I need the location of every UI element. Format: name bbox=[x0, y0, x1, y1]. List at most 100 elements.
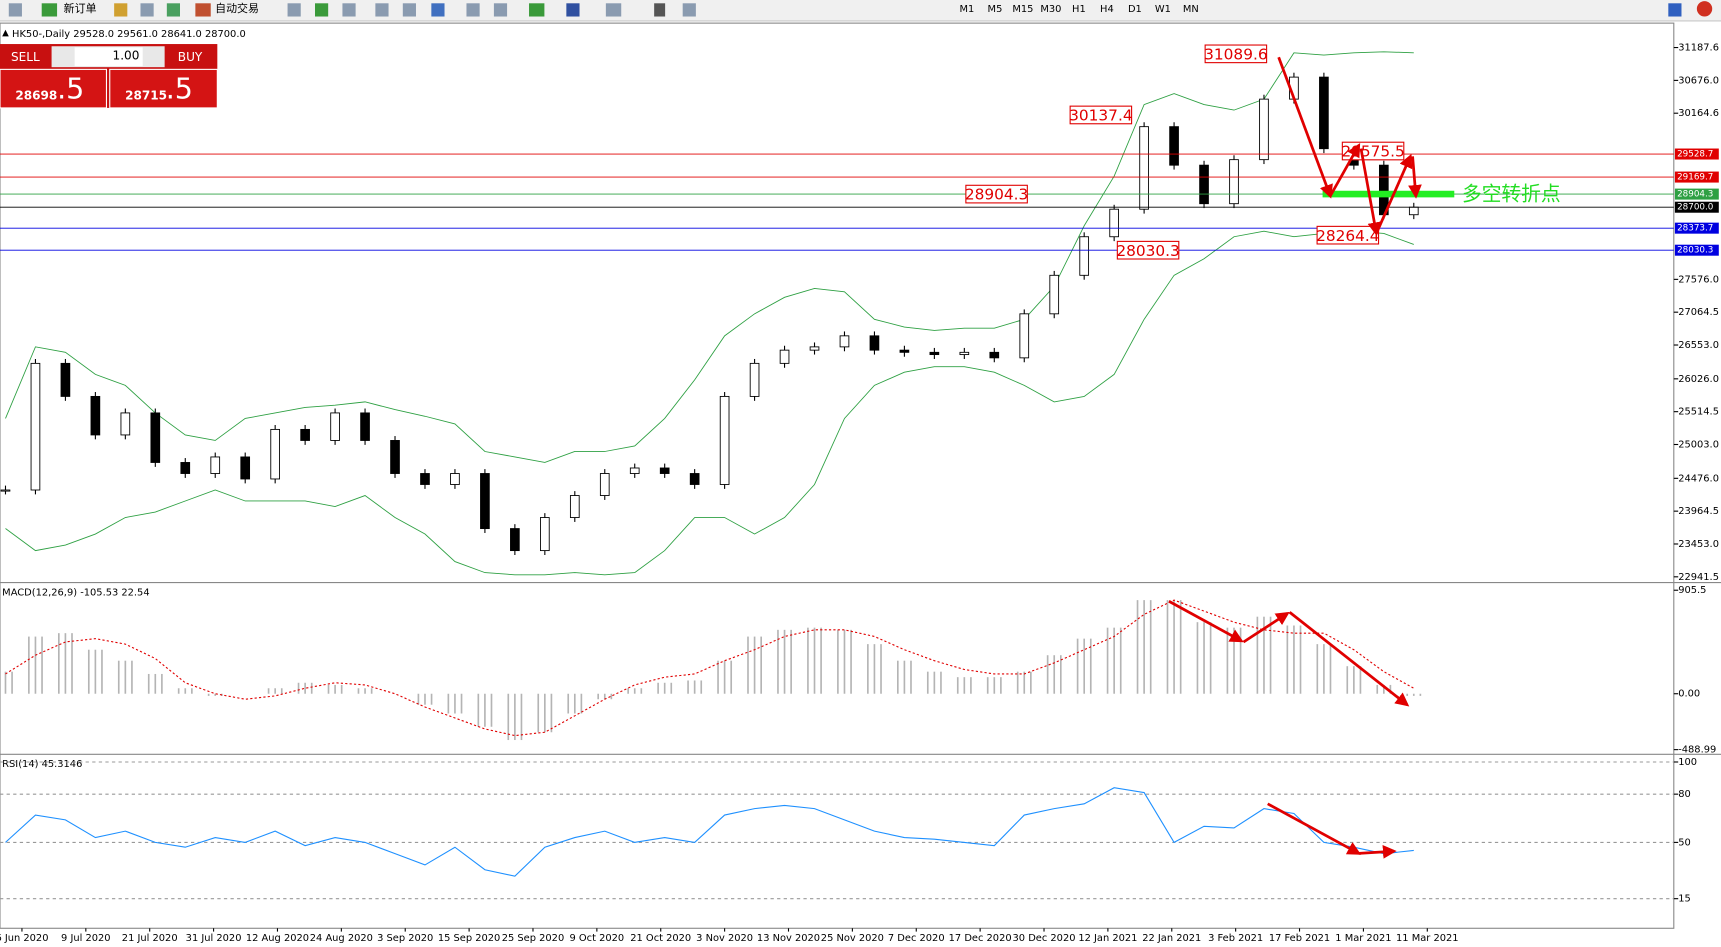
icon[interactable] bbox=[342, 3, 356, 17]
y-tick-label: 27064.5 bbox=[1678, 307, 1719, 318]
candle bbox=[659, 467, 670, 474]
sell-button[interactable]: SELL bbox=[11, 50, 40, 64]
toolbar-button[interactable]: 自动交易 bbox=[215, 1, 259, 15]
x-tick-label: 6 Jun 2020 bbox=[0, 933, 48, 944]
icon[interactable] bbox=[315, 3, 329, 17]
y-tick-label: 25003.0 bbox=[1678, 439, 1719, 450]
y-tick-label: 15 bbox=[1678, 894, 1691, 905]
timeframe-button[interactable]: M5 bbox=[988, 4, 1003, 15]
icon[interactable] bbox=[1696, 1, 1713, 17]
timeframe-button[interactable]: W1 bbox=[1155, 4, 1171, 15]
icon[interactable] bbox=[654, 3, 666, 17]
timeframe-button[interactable]: H4 bbox=[1100, 4, 1114, 15]
candle bbox=[779, 349, 790, 364]
annotation-box bbox=[1116, 240, 1180, 260]
candle bbox=[480, 473, 490, 530]
x-tick-label: 13 Nov 2020 bbox=[757, 933, 820, 944]
trend-arrow bbox=[1242, 611, 1290, 644]
candle bbox=[210, 456, 221, 474]
candle bbox=[899, 349, 910, 353]
icon[interactable] bbox=[375, 3, 389, 17]
annotation-label: 28264.4 bbox=[1316, 227, 1379, 245]
icon[interactable] bbox=[166, 3, 181, 17]
candle bbox=[989, 351, 1000, 359]
x-tick-label: 12 Aug 2020 bbox=[246, 933, 309, 944]
timeframe-button[interactable]: D1 bbox=[1128, 4, 1142, 15]
timeframe-button[interactable]: M15 bbox=[1012, 4, 1033, 15]
candle bbox=[1319, 76, 1329, 150]
timeframe-button[interactable]: M1 bbox=[960, 4, 975, 15]
annotation-label: 30137.4 bbox=[1069, 107, 1132, 125]
icon[interactable] bbox=[402, 3, 416, 17]
icon[interactable] bbox=[41, 3, 58, 17]
y-tick-label: 27576.0 bbox=[1678, 274, 1719, 285]
icon[interactable] bbox=[8, 3, 22, 17]
y-tick-label: 30676.0 bbox=[1678, 75, 1719, 86]
trend-arrow bbox=[1267, 802, 1362, 855]
y-tick-label: 23964.5 bbox=[1678, 506, 1719, 517]
y-tick-label: 80 bbox=[1678, 789, 1691, 800]
price-level-tag bbox=[1674, 188, 1719, 200]
y-tick-label: 905.5 bbox=[1678, 585, 1706, 596]
icon[interactable] bbox=[114, 3, 128, 17]
annotation-box bbox=[1069, 105, 1133, 125]
candle bbox=[629, 467, 640, 474]
y-tick-label: 31187.6 bbox=[1678, 43, 1719, 54]
price-level-label: 28030.3 bbox=[1677, 246, 1713, 256]
candle bbox=[60, 362, 71, 397]
x-tick-label: 1 Mar 2021 bbox=[1335, 933, 1391, 944]
candle bbox=[599, 473, 610, 496]
icon[interactable] bbox=[529, 3, 545, 17]
icon[interactable] bbox=[287, 3, 301, 17]
candle bbox=[240, 456, 251, 480]
note: 多空转折点 bbox=[1462, 183, 1561, 206]
x-tick-label: 24 Aug 2020 bbox=[310, 933, 373, 944]
candle bbox=[869, 335, 880, 351]
timeframe-button[interactable]: H1 bbox=[1072, 4, 1086, 15]
buy-price[interactable]: 28715 bbox=[125, 88, 167, 102]
icon[interactable] bbox=[566, 3, 580, 17]
x-tick-label: 21 Oct 2020 bbox=[630, 933, 691, 944]
candle bbox=[809, 346, 820, 351]
candle bbox=[450, 473, 460, 485]
price-level-tag bbox=[1674, 171, 1719, 183]
x-tick-label: 3 Nov 2020 bbox=[696, 933, 753, 944]
candle bbox=[390, 440, 400, 474]
sell-price-fraction[interactable]: .5 bbox=[57, 71, 84, 105]
icon[interactable] bbox=[1668, 3, 1682, 17]
icon[interactable] bbox=[431, 3, 445, 17]
candle bbox=[540, 517, 550, 552]
indicator-title: MACD(12,26,9) -105.53 22.54 bbox=[2, 587, 149, 598]
icon[interactable] bbox=[140, 3, 154, 17]
icon[interactable] bbox=[195, 3, 211, 17]
candle bbox=[1079, 236, 1090, 276]
candle bbox=[1259, 98, 1269, 161]
candle bbox=[180, 462, 191, 474]
buy-price-fraction[interactable]: .5 bbox=[166, 71, 193, 105]
price-level-tag bbox=[1674, 201, 1719, 213]
icon[interactable] bbox=[466, 3, 480, 17]
candle bbox=[1199, 164, 1209, 205]
x-tick-label: 22 Jan 2021 bbox=[1142, 933, 1201, 944]
icon[interactable] bbox=[682, 3, 696, 17]
toolbar-icons bbox=[8, 1, 1713, 17]
trend-arrow bbox=[1329, 142, 1361, 197]
candle bbox=[1049, 274, 1060, 315]
y-tick-label: 26553.0 bbox=[1678, 340, 1719, 351]
timeframe-button[interactable]: MN bbox=[1183, 4, 1199, 15]
icon[interactable] bbox=[605, 3, 622, 17]
buy-button[interactable]: BUY bbox=[178, 50, 203, 64]
x-tick-label: 12 Jan 2021 bbox=[1078, 933, 1137, 944]
candle bbox=[749, 362, 760, 397]
candle bbox=[959, 351, 970, 356]
timeframe-button[interactable]: M30 bbox=[1040, 4, 1061, 15]
toolbar-button[interactable]: 新订单 bbox=[64, 1, 97, 15]
toolbar bbox=[0, 0, 1721, 21]
annotation-label: 31089.6 bbox=[1204, 45, 1267, 63]
lot-input[interactable]: 1.00 bbox=[113, 49, 140, 63]
icon[interactable] bbox=[493, 3, 508, 17]
sell-price[interactable]: 28698 bbox=[15, 88, 57, 102]
candle bbox=[360, 412, 370, 441]
